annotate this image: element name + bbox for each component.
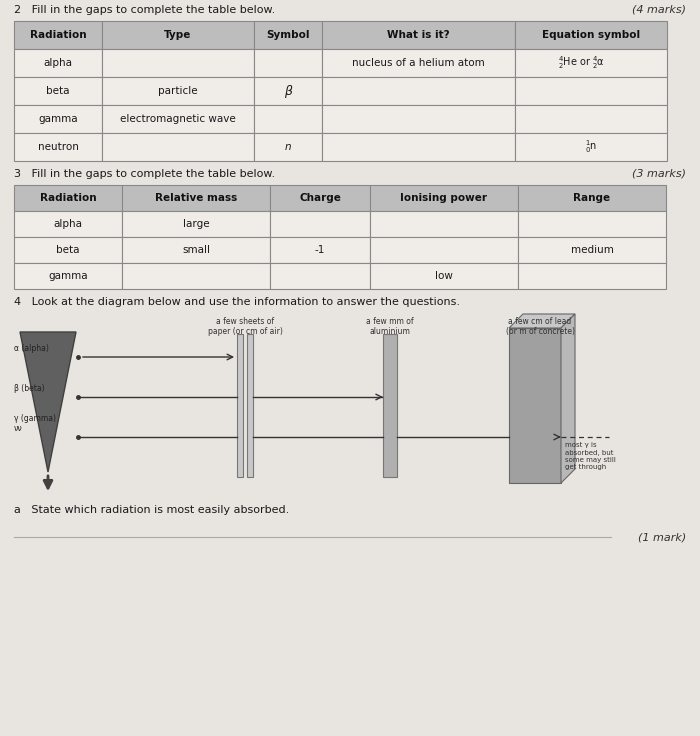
Text: Radiation: Radiation	[40, 193, 97, 203]
Bar	[518, 185, 666, 211]
Bar	[102, 105, 254, 133]
Bar	[322, 77, 515, 105]
Text: Radiation: Radiation	[29, 30, 86, 40]
Bar	[270, 211, 370, 237]
Bar	[254, 49, 322, 77]
Bar	[270, 185, 370, 211]
Bar	[14, 211, 122, 237]
Bar	[14, 133, 102, 161]
Text: nucleus of a helium atom: nucleus of a helium atom	[352, 58, 485, 68]
Bar	[515, 49, 667, 77]
Text: a few cm of lead
(or m of concrete): a few cm of lead (or m of concrete)	[505, 317, 575, 336]
Bar	[102, 49, 254, 77]
Text: neutron: neutron	[38, 142, 78, 152]
Text: n: n	[285, 142, 291, 152]
Bar	[254, 105, 322, 133]
Text: a   State which radiation is most easily absorbed.: a State which radiation is most easily a…	[14, 505, 289, 515]
Text: a few sheets of
paper (or cm of air): a few sheets of paper (or cm of air)	[208, 317, 282, 336]
Text: alpha: alpha	[53, 219, 83, 229]
Bar	[370, 185, 518, 211]
Text: gamma: gamma	[48, 271, 88, 281]
Bar	[122, 185, 270, 211]
Bar	[102, 77, 254, 105]
Text: beta: beta	[56, 245, 80, 255]
Bar	[383, 334, 397, 477]
Polygon shape	[561, 314, 575, 483]
Text: gamma: gamma	[38, 114, 78, 124]
Text: Equation symbol: Equation symbol	[542, 30, 640, 40]
Text: (4 marks): (4 marks)	[632, 5, 686, 15]
Text: most γ is
absorbed, but
some may still
get through: most γ is absorbed, but some may still g…	[565, 442, 616, 470]
Text: -1: -1	[315, 245, 326, 255]
Bar	[122, 237, 270, 263]
Bar	[102, 133, 254, 161]
Bar	[270, 263, 370, 289]
Bar	[370, 263, 518, 289]
Text: Relative mass: Relative mass	[155, 193, 237, 203]
Text: $^1_0$n: $^1_0$n	[585, 138, 597, 155]
Bar	[14, 263, 122, 289]
Text: Range: Range	[573, 193, 610, 203]
Bar	[14, 185, 122, 211]
Text: medium: medium	[570, 245, 613, 255]
Polygon shape	[20, 332, 76, 472]
Text: low: low	[435, 271, 453, 281]
Bar	[518, 237, 666, 263]
Bar	[322, 49, 515, 77]
Text: Type: Type	[164, 30, 192, 40]
Text: electromagnetic wave: electromagnetic wave	[120, 114, 236, 124]
Bar	[247, 334, 253, 477]
Bar	[14, 49, 102, 77]
Bar	[270, 237, 370, 263]
Text: 3   Fill in the gaps to complete the table below.: 3 Fill in the gaps to complete the table…	[14, 169, 275, 179]
Bar	[515, 105, 667, 133]
Text: 4   Look at the diagram below and use the information to answer the questions.: 4 Look at the diagram below and use the …	[14, 297, 460, 307]
Text: 2   Fill in the gaps to complete the table below.: 2 Fill in the gaps to complete the table…	[14, 5, 275, 15]
Text: α (alpha): α (alpha)	[14, 344, 49, 353]
Bar	[322, 133, 515, 161]
Bar	[102, 21, 254, 49]
Text: $^4_2$He or $^4_2$α: $^4_2$He or $^4_2$α	[557, 54, 605, 71]
Text: What is it?: What is it?	[387, 30, 450, 40]
Text: β (beta): β (beta)	[14, 384, 45, 393]
Text: β: β	[284, 85, 292, 97]
Text: γ (gamma)
νν: γ (gamma) νν	[14, 414, 56, 433]
Text: particle: particle	[158, 86, 198, 96]
Bar	[370, 211, 518, 237]
Bar	[515, 77, 667, 105]
Text: alpha: alpha	[43, 58, 73, 68]
Bar	[254, 77, 322, 105]
Bar	[515, 133, 667, 161]
Text: (1 mark): (1 mark)	[638, 532, 686, 542]
Bar	[254, 133, 322, 161]
Bar	[515, 21, 667, 49]
Bar	[518, 263, 666, 289]
Bar	[14, 21, 102, 49]
Text: Symbol: Symbol	[266, 30, 309, 40]
Polygon shape	[509, 314, 575, 328]
Text: Charge: Charge	[299, 193, 341, 203]
Text: (3 marks): (3 marks)	[632, 169, 686, 179]
Bar	[370, 237, 518, 263]
Bar	[14, 105, 102, 133]
Text: large: large	[183, 219, 209, 229]
Bar	[518, 211, 666, 237]
Bar	[14, 77, 102, 105]
Bar	[322, 105, 515, 133]
Text: a few mm of
aluminium: a few mm of aluminium	[366, 317, 414, 336]
Bar	[122, 211, 270, 237]
Bar	[14, 237, 122, 263]
Bar	[254, 21, 322, 49]
Text: Ionising power: Ionising power	[400, 193, 487, 203]
Text: small: small	[182, 245, 210, 255]
Bar	[122, 263, 270, 289]
Text: beta: beta	[46, 86, 70, 96]
Bar	[237, 334, 243, 477]
Bar	[322, 21, 515, 49]
Bar	[509, 328, 561, 483]
